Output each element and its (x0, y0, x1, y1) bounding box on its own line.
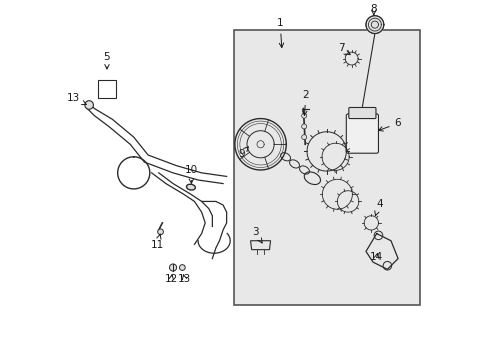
Text: 4: 4 (374, 199, 382, 216)
Circle shape (169, 264, 176, 271)
Circle shape (179, 265, 185, 270)
Circle shape (301, 135, 306, 140)
Text: 14: 14 (369, 252, 383, 262)
Text: 12: 12 (164, 274, 178, 284)
Text: 3: 3 (251, 228, 262, 243)
Text: 9: 9 (238, 147, 248, 159)
FancyBboxPatch shape (348, 108, 375, 118)
Text: 11: 11 (150, 234, 163, 250)
FancyBboxPatch shape (233, 30, 419, 305)
Text: 8: 8 (370, 4, 376, 14)
Text: 1: 1 (276, 18, 283, 48)
Ellipse shape (186, 184, 195, 190)
Circle shape (365, 16, 383, 33)
Text: 6: 6 (378, 118, 400, 131)
FancyBboxPatch shape (346, 114, 378, 153)
Circle shape (301, 113, 306, 118)
Text: 7: 7 (337, 44, 349, 55)
Text: 5: 5 (103, 52, 110, 62)
Text: 13: 13 (178, 274, 191, 284)
Circle shape (157, 229, 163, 235)
Text: 13: 13 (67, 93, 86, 105)
Text: 2: 2 (302, 90, 308, 116)
Text: 10: 10 (184, 165, 197, 183)
Circle shape (84, 101, 93, 109)
Circle shape (301, 124, 306, 129)
